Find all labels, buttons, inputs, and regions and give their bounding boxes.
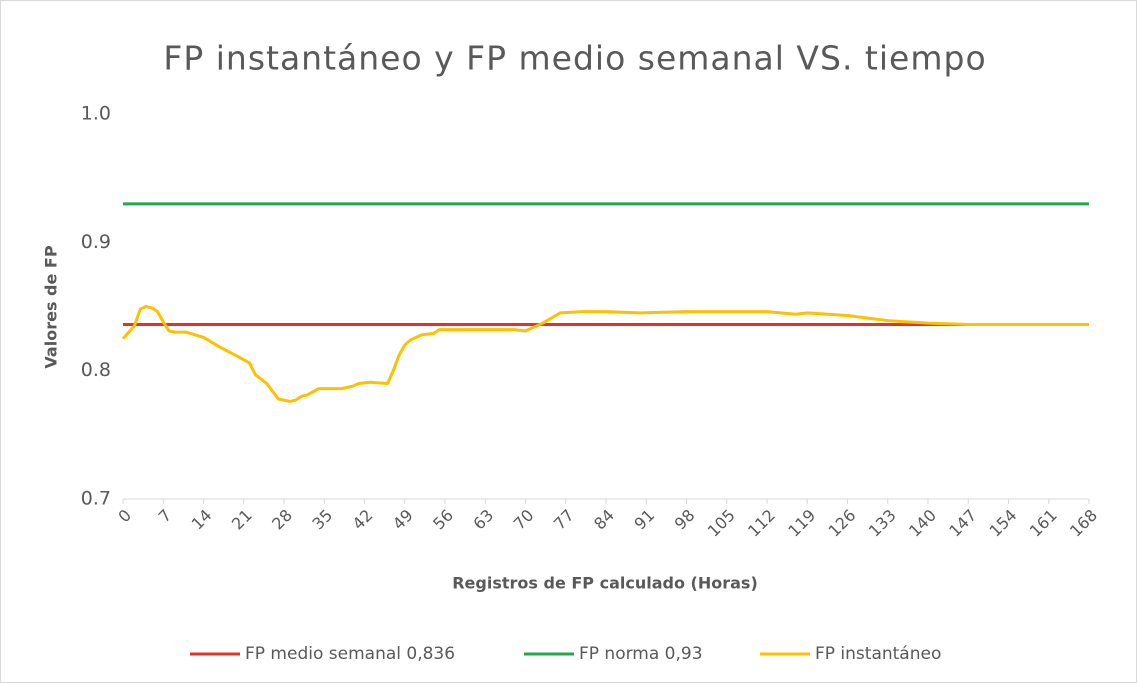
series-line	[121, 305, 1089, 403]
y-axis-label: Valores de FP	[42, 245, 61, 368]
y-tick-label: 0.7	[81, 488, 111, 510]
legend-label: FP instantáneo	[815, 644, 941, 664]
y-tick-label: 0.9	[81, 231, 111, 253]
legend-label: FP norma 0,93	[579, 644, 703, 664]
y-tick-label: 0.8	[81, 359, 111, 381]
legend-label: FP medio semanal 0,836	[245, 644, 455, 664]
y-tick-label: 1.0	[81, 103, 111, 125]
chart-title: FP instantáneo y FP medio semanal VS. ti…	[163, 39, 986, 78]
x-axis-label: Registros de FP calculado (Horas)	[452, 574, 758, 593]
